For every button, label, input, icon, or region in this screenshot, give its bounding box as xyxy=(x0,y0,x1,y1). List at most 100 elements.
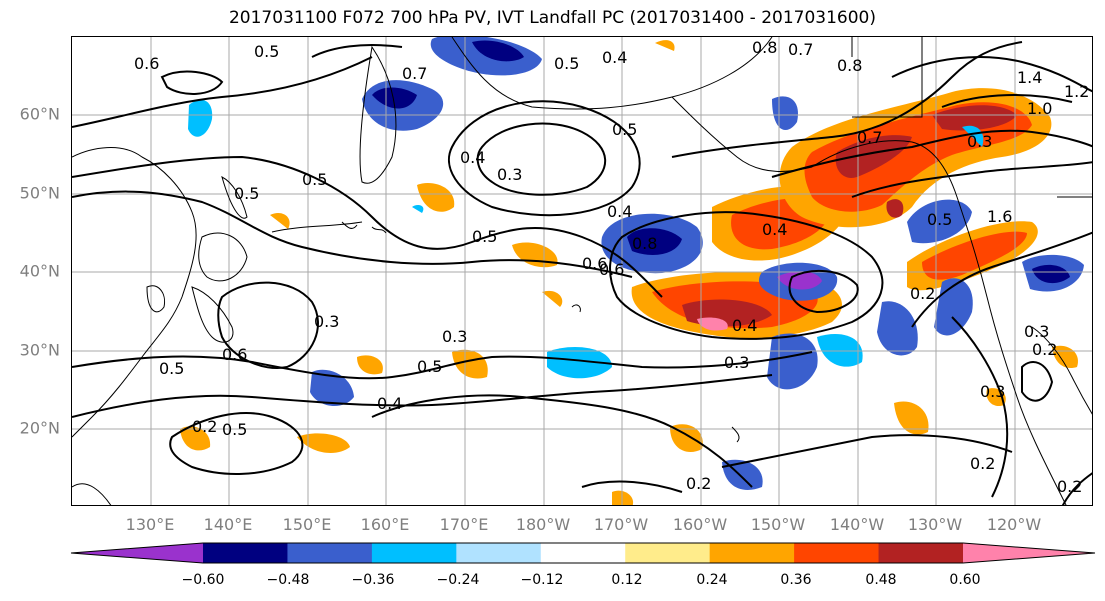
coastlines xyxy=(72,37,1092,505)
lon-label: 140°E xyxy=(203,515,253,534)
colorbar-segments xyxy=(70,542,1096,564)
map-title: 2017031100 F072 700 hPa PV, IVT Landfall… xyxy=(228,8,876,28)
contour-label: 0.2 xyxy=(970,454,995,473)
neg-anomaly-patch xyxy=(412,205,424,213)
neg-anomaly-patch xyxy=(627,228,682,255)
lat-label: 30°N xyxy=(19,340,60,360)
colorbar-segment xyxy=(540,543,626,563)
contour-label: 0.2 xyxy=(686,474,711,493)
neg-anomaly-patch xyxy=(907,199,972,244)
contour-label: 0.4 xyxy=(732,316,757,335)
contour-label: 0.2 xyxy=(1057,477,1082,496)
lon-label: 170°W xyxy=(593,515,649,534)
contour-label: 0.7 xyxy=(788,40,813,59)
pos-anomaly-patch xyxy=(270,212,290,229)
neg-anomaly-patch xyxy=(310,369,354,407)
contour-label: 1.2 xyxy=(1064,82,1089,101)
contour-label: 0.4 xyxy=(460,148,485,167)
colorbar-tick: −0.48 xyxy=(266,572,310,588)
neg-anomaly-patch xyxy=(472,40,524,62)
contour-label: 0.5 xyxy=(612,120,637,139)
contour-label: 0.4 xyxy=(762,220,787,239)
contour-labels: 0.6 0.5 0.7 0.5 0.4 0.5 0.8 0.7 0.8 1.4 … xyxy=(134,38,1089,496)
neg-anomaly-patch xyxy=(772,96,798,131)
colorbar-segment xyxy=(794,543,880,563)
pos-anomaly-patch xyxy=(697,317,728,331)
neg-anomaly-patch xyxy=(767,333,818,390)
contour-label: 0.7 xyxy=(402,64,427,83)
contour-label: 0.4 xyxy=(607,202,632,221)
lat-label: 40°N xyxy=(19,261,60,281)
neg-anomaly-patch xyxy=(962,125,984,147)
neg-anomaly-patch xyxy=(547,347,612,379)
pos-anomaly-patch xyxy=(512,242,558,268)
pos-anomaly-patch xyxy=(835,135,912,178)
contour-label: 0.5 xyxy=(159,359,184,378)
colorbar-segment xyxy=(203,543,288,563)
contour-label: 0.8 xyxy=(752,38,777,57)
contour-label: 0.3 xyxy=(314,312,339,331)
map-canvas: 0.6 0.5 0.7 0.5 0.4 0.5 0.8 0.7 0.8 1.4 … xyxy=(72,37,1092,505)
contour-label: 0.2 xyxy=(910,284,935,303)
pos-anomaly-patch xyxy=(180,426,211,451)
pos-anomaly-patch xyxy=(542,290,563,307)
contour-label: 0.7 xyxy=(857,128,882,147)
map-gridlines xyxy=(72,37,1092,505)
colorbar-tick: 0.24 xyxy=(696,572,728,588)
colorbar-segment xyxy=(963,543,1095,563)
colorbar-segment xyxy=(287,543,373,563)
colorbar-tick: 0.12 xyxy=(611,572,643,588)
lon-label: 140°W xyxy=(829,515,885,534)
colorbar-tick: 0.48 xyxy=(865,572,897,588)
colorbar-tick: −0.60 xyxy=(181,572,225,588)
contour-label: 0.3 xyxy=(724,353,749,372)
contour-label: 0.2 xyxy=(192,417,217,436)
colorbar-outline xyxy=(70,542,1096,564)
colorbar-segment xyxy=(456,543,542,563)
contour-label: 0.3 xyxy=(1024,322,1049,341)
contour-label: 0.4 xyxy=(602,48,627,67)
lon-label: 130°E xyxy=(125,515,175,534)
colorbar-tick: −0.36 xyxy=(351,572,395,588)
lon-label: 150°W xyxy=(750,515,806,534)
neg-anomaly-patch xyxy=(188,99,213,137)
lon-label: 170°E xyxy=(439,515,489,534)
contour-label: 0.6 xyxy=(582,254,607,273)
lon-label: 120°W xyxy=(986,515,1042,534)
neg-anomaly-patch xyxy=(1032,264,1070,284)
contour-label: 0.5 xyxy=(472,227,497,246)
contour-label: 0.5 xyxy=(302,170,327,189)
lat-label: 60°N xyxy=(19,104,60,124)
contour-label: 0.6 xyxy=(222,345,247,364)
contours-thin xyxy=(341,221,581,313)
lon-label: 160°E xyxy=(360,515,410,534)
contour-label: 0.3 xyxy=(980,382,1005,401)
lat-label: 20°N xyxy=(19,418,60,438)
contour-label: 1.0 xyxy=(1027,99,1052,118)
lat-label: 50°N xyxy=(19,183,60,203)
pos-anomaly-patch xyxy=(612,490,634,505)
lon-label: 130°W xyxy=(907,515,963,534)
pos-anomaly-patch xyxy=(922,231,1027,280)
pos-anomaly-patch xyxy=(886,199,904,218)
shading-layer xyxy=(180,37,1084,505)
pos-anomaly-patch xyxy=(297,433,350,453)
colorbar-tick: 0.36 xyxy=(780,572,812,588)
colorbar-segment xyxy=(709,543,795,563)
contour-label: 0.5 xyxy=(234,184,259,203)
contour-label: 0.3 xyxy=(497,165,522,184)
contour-label: 0.5 xyxy=(254,42,279,61)
lon-label: 160°W xyxy=(672,515,728,534)
contour-label: 0.5 xyxy=(222,420,247,439)
colorbar-segment xyxy=(71,543,203,563)
contour-label: 1.6 xyxy=(987,207,1012,226)
pos-anomaly-patch xyxy=(452,349,488,379)
pos-anomaly-patch xyxy=(357,355,383,375)
colorbar-tick: −0.24 xyxy=(436,572,480,588)
contour-label: 0.5 xyxy=(554,54,579,73)
contour-label: 0.2 xyxy=(1032,340,1057,359)
contour-label: 0.3 xyxy=(967,132,992,151)
lon-label: 180°W xyxy=(515,515,571,534)
colorbar-segment xyxy=(625,543,711,563)
contour-label: 0.8 xyxy=(632,234,657,253)
